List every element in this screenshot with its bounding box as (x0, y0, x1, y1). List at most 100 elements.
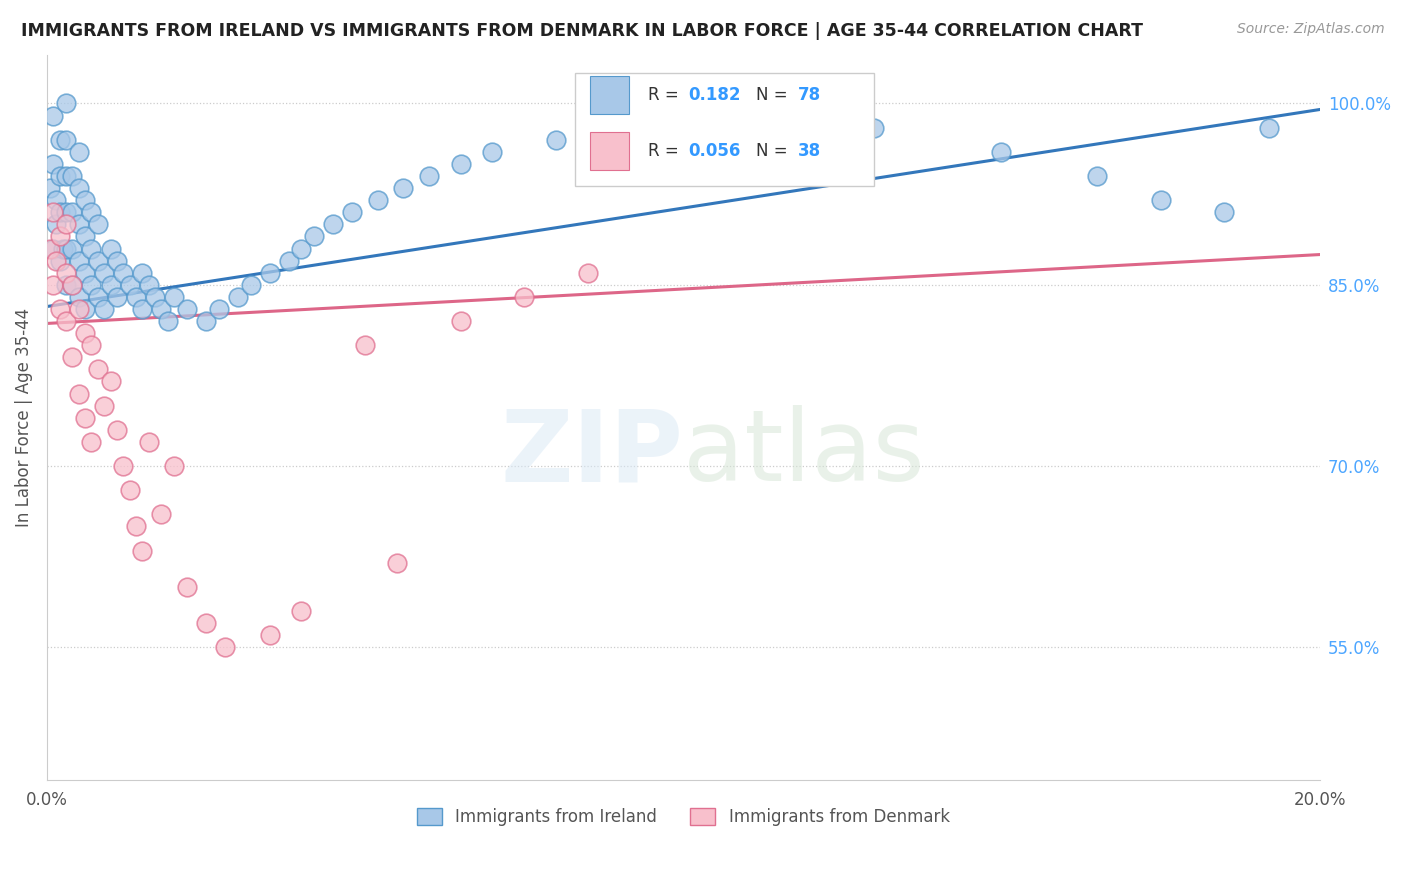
Point (75, 410, 97, 425)
Point (735, 96, 758, 111)
Point (87, 362, 110, 376)
Point (131, 301, 153, 316)
Point (93, 266, 115, 280)
Point (195, 314, 218, 328)
Point (385, 556, 408, 570)
Point (80, 205, 103, 219)
Point (55, 266, 77, 280)
Text: R =: R = (648, 142, 683, 160)
Point (42, 109, 65, 123)
Point (112, 458, 135, 473)
Point (55, 242, 77, 256)
Point (48, 169, 70, 183)
Point (392, 181, 415, 195)
Point (67, 301, 90, 316)
Text: R =: R = (648, 86, 683, 103)
Point (367, 193, 389, 207)
Point (208, 301, 231, 316)
Point (118, 277, 141, 292)
Point (60, 277, 83, 292)
Point (60, 277, 83, 292)
Point (1213, 205, 1236, 219)
Point (131, 543, 153, 558)
Point (67, 386, 90, 401)
Point (990, 145, 1012, 159)
Point (42, 157, 65, 171)
Point (80, 242, 103, 256)
Point (277, 253, 299, 268)
Point (67, 290, 90, 304)
Point (138, 434, 160, 449)
Point (60, 242, 83, 256)
Text: atlas: atlas (683, 406, 925, 502)
Point (39, 242, 62, 256)
Point (112, 266, 135, 280)
Point (87, 253, 110, 268)
Text: N =: N = (756, 142, 793, 160)
FancyBboxPatch shape (591, 132, 628, 169)
Point (450, 157, 472, 171)
Point (48, 229, 70, 244)
Point (322, 218, 344, 232)
Point (105, 290, 128, 304)
Point (150, 508, 173, 522)
Point (863, 120, 886, 135)
Point (156, 314, 179, 328)
Point (55, 277, 77, 292)
Point (55, 314, 77, 328)
Point (105, 423, 128, 437)
FancyBboxPatch shape (591, 76, 628, 113)
Point (48, 133, 70, 147)
Point (513, 290, 536, 304)
Point (226, 290, 249, 304)
Point (100, 242, 122, 256)
Point (176, 301, 198, 316)
Point (42, 242, 65, 256)
Point (75, 193, 97, 207)
Point (195, 616, 218, 631)
Point (150, 301, 173, 316)
Point (45, 193, 67, 207)
Point (48, 253, 70, 268)
Point (354, 338, 377, 352)
Point (1085, 169, 1108, 183)
Point (418, 169, 440, 183)
Point (93, 301, 115, 316)
Text: 78: 78 (797, 86, 821, 103)
Point (45, 218, 67, 232)
Point (259, 266, 281, 280)
Point (118, 483, 141, 498)
Point (75, 266, 97, 280)
Point (87, 290, 110, 304)
Point (55, 218, 77, 232)
Point (290, 604, 312, 618)
Point (100, 277, 122, 292)
Point (125, 290, 148, 304)
Point (52, 242, 75, 256)
Point (80, 434, 103, 449)
Point (80, 338, 103, 352)
Point (42, 277, 65, 292)
Point (290, 242, 312, 256)
Point (55, 169, 77, 183)
Point (67, 218, 90, 232)
Point (342, 205, 364, 219)
Point (75, 326, 97, 340)
Point (131, 266, 153, 280)
Point (67, 181, 90, 195)
Point (100, 375, 122, 389)
Point (143, 290, 166, 304)
Point (55, 205, 77, 219)
Point (214, 640, 236, 655)
Point (67, 145, 90, 159)
Point (302, 229, 325, 244)
Text: IMMIGRANTS FROM IRELAND VS IMMIGRANTS FROM DENMARK IN LABOR FORCE | AGE 35-44 CO: IMMIGRANTS FROM IRELAND VS IMMIGRANTS FR… (21, 22, 1143, 40)
Point (105, 253, 128, 268)
Point (125, 519, 148, 533)
Text: Source: ZipAtlas.com: Source: ZipAtlas.com (1237, 22, 1385, 37)
Point (672, 109, 695, 123)
Point (481, 145, 503, 159)
Point (60, 169, 83, 183)
Point (75, 301, 97, 316)
Point (1257, 120, 1279, 135)
